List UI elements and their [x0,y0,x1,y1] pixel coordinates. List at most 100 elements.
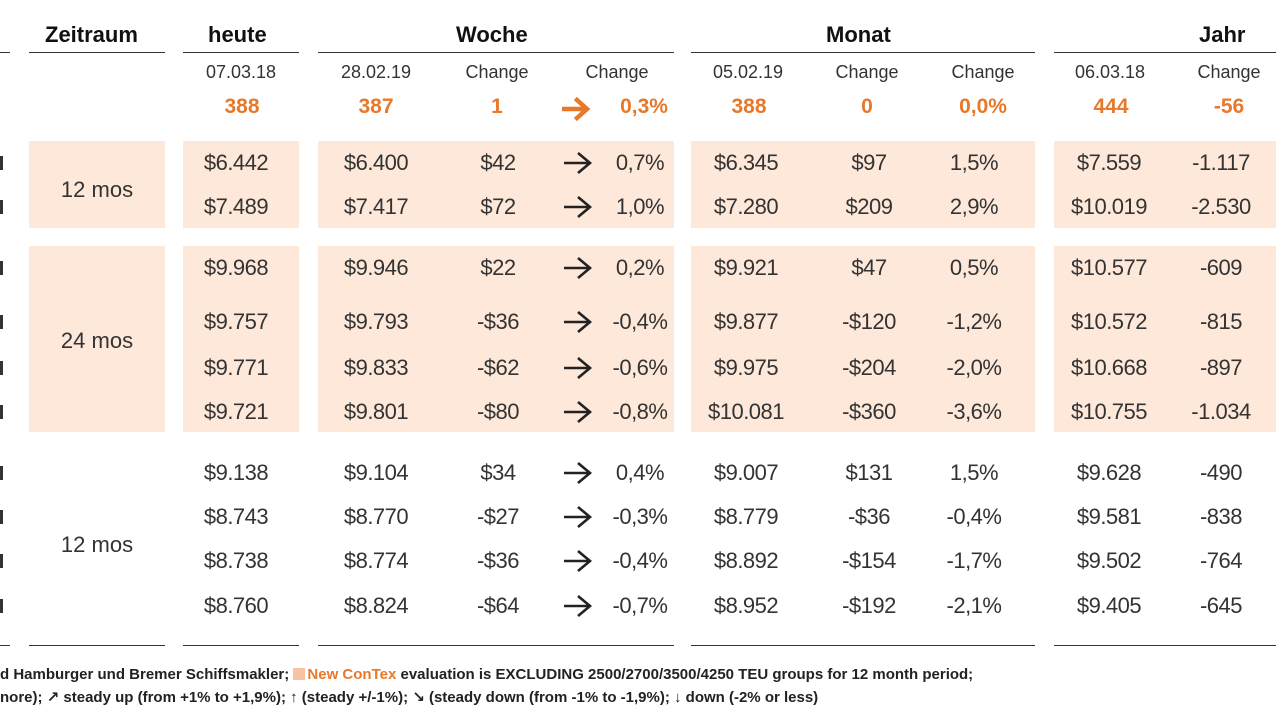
cell-year-value: $9.628 [1076,460,1142,485]
footer-source-text: d Hamburger und Bremer Schiffsmakler; [0,666,290,683]
group-2-period-band [29,246,165,432]
cell-week-change: $72 [480,194,516,219]
right-arrow-icon [564,595,593,617]
cell-week-pct: -0,7% [612,593,668,618]
right-arrow-icon [564,196,593,218]
right-arrow-icon [564,550,593,572]
cell-today: $8.738 [203,548,269,573]
cell-week-pct: -0,3% [612,504,668,529]
cell-week-value: $8.770 [343,504,409,529]
cell-week-change: -$27 [476,504,520,529]
cell-today: $8.760 [203,593,269,618]
bottom-rule-period [29,645,165,646]
cell-month-change: $131 [845,460,893,485]
cell-month-value: $9.877 [713,309,779,334]
cell-year-value: $9.405 [1076,593,1142,618]
row-edge-mark [0,405,3,419]
header-rule-period [29,52,165,53]
cell-week-change: -$36 [476,548,520,573]
cell-year-value: $10.755 [1070,399,1148,424]
cell-month-pct: 0,5% [949,255,999,280]
cell-year-value: $10.668 [1070,355,1148,380]
cell-week-pct: 0,7% [615,150,665,175]
row-edge-mark [0,554,3,568]
cell-month-change: -$192 [842,593,896,618]
cell-week-pct: 0,2% [615,255,665,280]
index-week-pct: 0,3% [620,95,668,118]
cell-week-value: $9.104 [343,460,409,485]
cell-month-pct: -2,1% [946,593,1002,618]
cell-month-value: $10.081 [707,399,785,424]
cell-month-value: $7.280 [713,194,779,219]
right-arrow-icon [564,401,593,423]
cell-week-value: $6.400 [343,150,409,175]
row-edge-mark [0,200,3,214]
index-month-value: 388 [731,95,767,118]
cell-week-value: $9.946 [343,255,409,280]
cell-today: $6.442 [203,150,269,175]
subheader-week-change-pct: Change [585,62,649,82]
header-rule-week [318,52,674,53]
bottom-rule-left [0,645,10,646]
subheader-week-date: 28.02.19 [340,62,412,82]
cell-week-change: -$62 [476,355,520,380]
cell-today: $9.771 [203,355,269,380]
cell-month-value: $9.921 [713,255,779,280]
cell-week-value: $8.774 [343,548,409,573]
group-2-period: 24 mos [60,328,134,353]
cell-today: $9.138 [203,460,269,485]
index-year-value: 444 [1093,95,1129,118]
group-2-week-band [318,246,674,432]
cell-week-change: $22 [480,255,516,280]
header-rule-today [183,52,299,53]
cell-year-change: -645 [1199,593,1243,618]
cell-year-value: $9.502 [1076,548,1142,573]
cell-month-change: -$204 [842,355,896,380]
index-month-pct: 0,0% [959,95,1007,118]
cell-week-change: -$36 [476,309,520,334]
cell-month-change: $97 [851,150,887,175]
index-week-change: 1 [491,95,503,118]
cell-year-change: -897 [1199,355,1243,380]
cell-month-value: $8.779 [713,504,779,529]
cell-week-value: $9.833 [343,355,409,380]
cell-week-pct: -0,6% [612,355,668,380]
footer-line-2: nore); ↗ steady up (from +1% to +1,9%); … [0,689,819,706]
right-arrow-icon [562,96,591,122]
group-1-period-band [29,141,165,228]
group-1-today-band [183,141,299,228]
header-period: Zeitraum [45,22,138,47]
footer-line-1: d Hamburger und Bremer Schiffsmakler; Ne… [0,666,973,683]
cell-year-change: -838 [1199,504,1243,529]
footer-newcontex-label: New ConTex [307,666,397,683]
cell-month-value: $9.007 [713,460,779,485]
cell-year-change: -609 [1199,255,1243,280]
header-today: heute [208,22,267,47]
cell-month-pct: -1,2% [946,309,1002,334]
right-arrow-icon [564,357,593,379]
cell-year-value: $10.572 [1070,309,1148,334]
group-1-month-band [691,141,1035,228]
group-1-period: 12 mos [60,177,134,202]
cell-week-value: $7.417 [343,194,409,219]
cell-year-change: -764 [1199,548,1243,573]
subheader-month-change: Change [835,62,899,82]
cell-month-value: $9.975 [713,355,779,380]
cell-week-pct: -0,8% [612,399,668,424]
header-week: Woche [456,22,528,47]
cell-week-pct: 0,4% [615,460,665,485]
cell-year-change: -1.117 [1192,150,1250,175]
cell-week-value: $9.793 [343,309,409,334]
row-edge-mark [0,510,3,524]
bottom-rule-week [318,645,674,646]
cell-month-change: -$154 [842,548,896,573]
cell-today: $8.743 [203,504,269,529]
cell-month-value: $8.952 [713,593,779,618]
right-arrow-icon [564,257,593,279]
subheader-month-change-pct: Change [951,62,1015,82]
cell-week-value: $8.824 [343,593,409,618]
cell-month-value: $8.892 [713,548,779,573]
header-rule-year [1054,52,1276,53]
header-year: Jahr [1199,22,1246,47]
cell-month-pct: 1,5% [949,460,999,485]
